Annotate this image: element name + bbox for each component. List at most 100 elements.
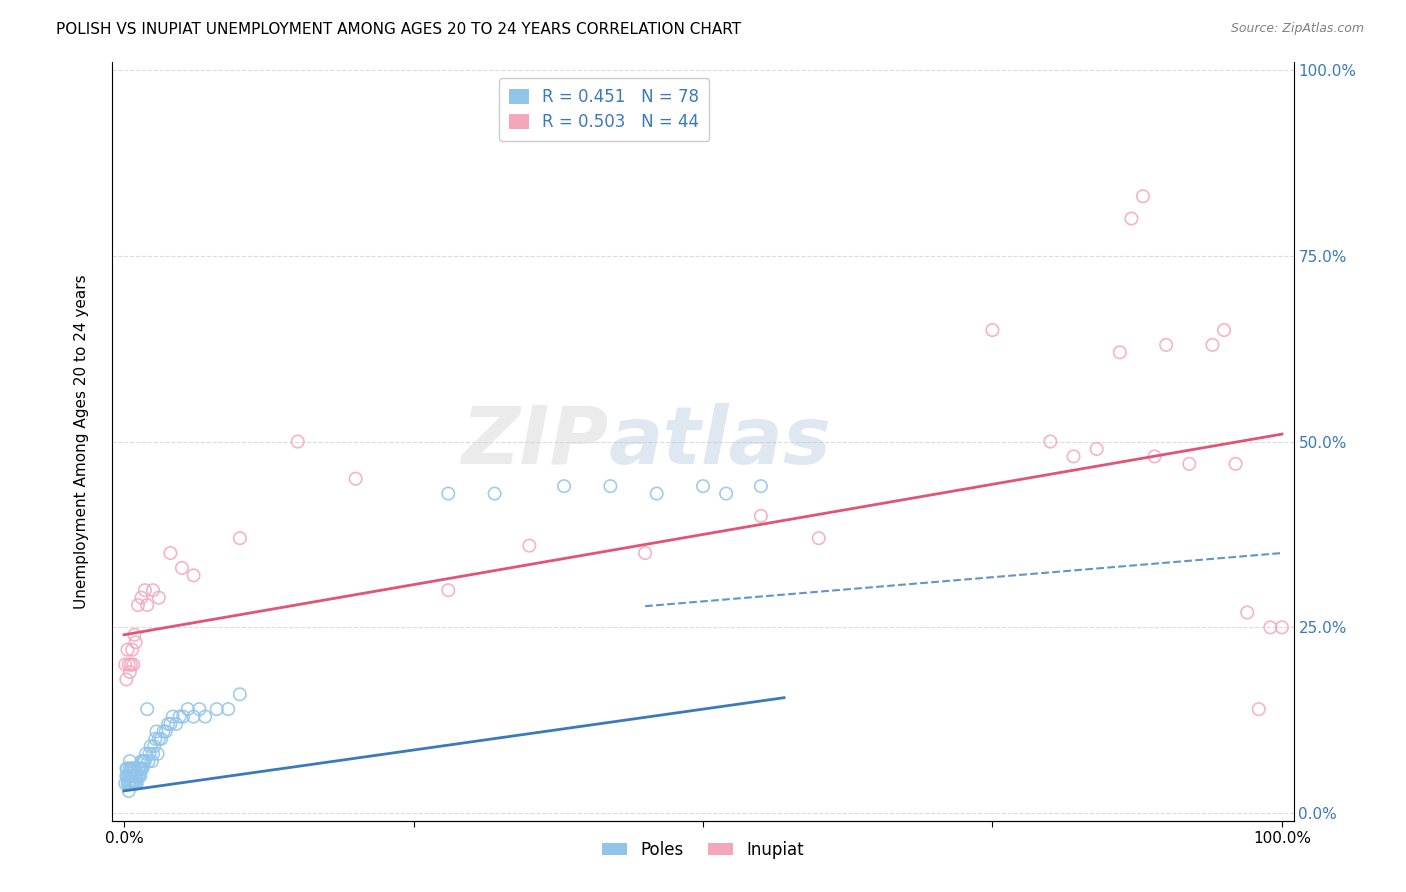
Point bbox=[169, 709, 191, 723]
Point bbox=[194, 709, 217, 723]
Point bbox=[124, 762, 146, 776]
Point bbox=[1143, 450, 1166, 464]
Point bbox=[1201, 338, 1223, 352]
Point bbox=[115, 762, 138, 776]
Point bbox=[1271, 620, 1294, 634]
Point bbox=[115, 673, 138, 687]
Point bbox=[159, 717, 181, 731]
Point bbox=[344, 472, 367, 486]
Point bbox=[981, 323, 1004, 337]
Point bbox=[143, 731, 166, 746]
Point bbox=[142, 747, 165, 761]
Point bbox=[117, 769, 139, 783]
Point bbox=[120, 762, 142, 776]
Point bbox=[121, 642, 143, 657]
Point bbox=[1039, 434, 1062, 449]
Point bbox=[152, 724, 174, 739]
Point bbox=[131, 754, 153, 768]
Point bbox=[287, 434, 309, 449]
Point bbox=[1063, 450, 1085, 464]
Text: POLISH VS INUPIAT UNEMPLOYMENT AMONG AGES 20 TO 24 YEARS CORRELATION CHART: POLISH VS INUPIAT UNEMPLOYMENT AMONG AGE… bbox=[56, 22, 741, 37]
Point bbox=[553, 479, 575, 493]
Point bbox=[124, 635, 146, 649]
Point bbox=[143, 739, 166, 754]
Point bbox=[118, 657, 141, 672]
Text: ZIP: ZIP bbox=[461, 402, 609, 481]
Point bbox=[129, 769, 152, 783]
Point bbox=[1121, 211, 1143, 226]
Point bbox=[150, 731, 173, 746]
Point bbox=[117, 762, 139, 776]
Point bbox=[1085, 442, 1108, 456]
Point bbox=[125, 769, 148, 783]
Point bbox=[692, 479, 714, 493]
Point bbox=[122, 776, 145, 790]
Point bbox=[1178, 457, 1201, 471]
Point bbox=[122, 769, 145, 783]
Point bbox=[749, 479, 772, 493]
Point bbox=[145, 724, 167, 739]
Point bbox=[118, 769, 141, 783]
Point bbox=[157, 717, 180, 731]
Point bbox=[121, 762, 143, 776]
Point bbox=[188, 702, 211, 716]
Point bbox=[155, 724, 177, 739]
Point bbox=[437, 486, 460, 500]
Point bbox=[1154, 338, 1177, 352]
Point bbox=[131, 762, 153, 776]
Point bbox=[484, 486, 506, 500]
Text: atlas: atlas bbox=[609, 402, 831, 481]
Point bbox=[229, 687, 252, 701]
Point bbox=[1132, 189, 1154, 203]
Point bbox=[120, 657, 142, 672]
Point bbox=[177, 702, 200, 716]
Point bbox=[634, 546, 657, 560]
Legend: Poles, Inupiat: Poles, Inupiat bbox=[595, 834, 811, 865]
Point bbox=[128, 762, 150, 776]
Point bbox=[1108, 345, 1130, 359]
Point bbox=[205, 702, 228, 716]
Point bbox=[131, 754, 153, 768]
Point bbox=[115, 769, 138, 783]
Point bbox=[645, 486, 668, 500]
Point bbox=[122, 762, 145, 776]
Point bbox=[1260, 620, 1282, 634]
Point bbox=[714, 486, 737, 500]
Point bbox=[148, 731, 170, 746]
Point bbox=[183, 568, 205, 582]
Text: Source: ZipAtlas.com: Source: ZipAtlas.com bbox=[1230, 22, 1364, 36]
Point bbox=[139, 739, 162, 754]
Point bbox=[124, 628, 146, 642]
Point bbox=[134, 754, 156, 768]
Y-axis label: Unemployment Among Ages 20 to 24 years: Unemployment Among Ages 20 to 24 years bbox=[75, 274, 89, 609]
Point bbox=[749, 508, 772, 523]
Point bbox=[136, 702, 159, 716]
Point bbox=[1225, 457, 1247, 471]
Point bbox=[118, 784, 141, 798]
Point bbox=[124, 769, 146, 783]
Point bbox=[136, 598, 159, 612]
Point bbox=[132, 754, 155, 768]
Point bbox=[183, 709, 205, 723]
Point bbox=[172, 709, 194, 723]
Point bbox=[114, 776, 136, 790]
Point bbox=[122, 657, 145, 672]
Point bbox=[120, 769, 142, 783]
Point bbox=[131, 591, 153, 605]
Point bbox=[128, 769, 150, 783]
Point bbox=[114, 657, 136, 672]
Point bbox=[162, 709, 184, 723]
Point bbox=[131, 762, 153, 776]
Point bbox=[124, 762, 146, 776]
Point bbox=[146, 747, 169, 761]
Point bbox=[127, 762, 149, 776]
Point bbox=[117, 642, 139, 657]
Point bbox=[121, 776, 143, 790]
Point bbox=[127, 769, 149, 783]
Point bbox=[125, 776, 148, 790]
Point bbox=[229, 531, 252, 545]
Point bbox=[120, 776, 142, 790]
Point bbox=[124, 776, 146, 790]
Point bbox=[142, 583, 165, 598]
Point bbox=[141, 754, 163, 768]
